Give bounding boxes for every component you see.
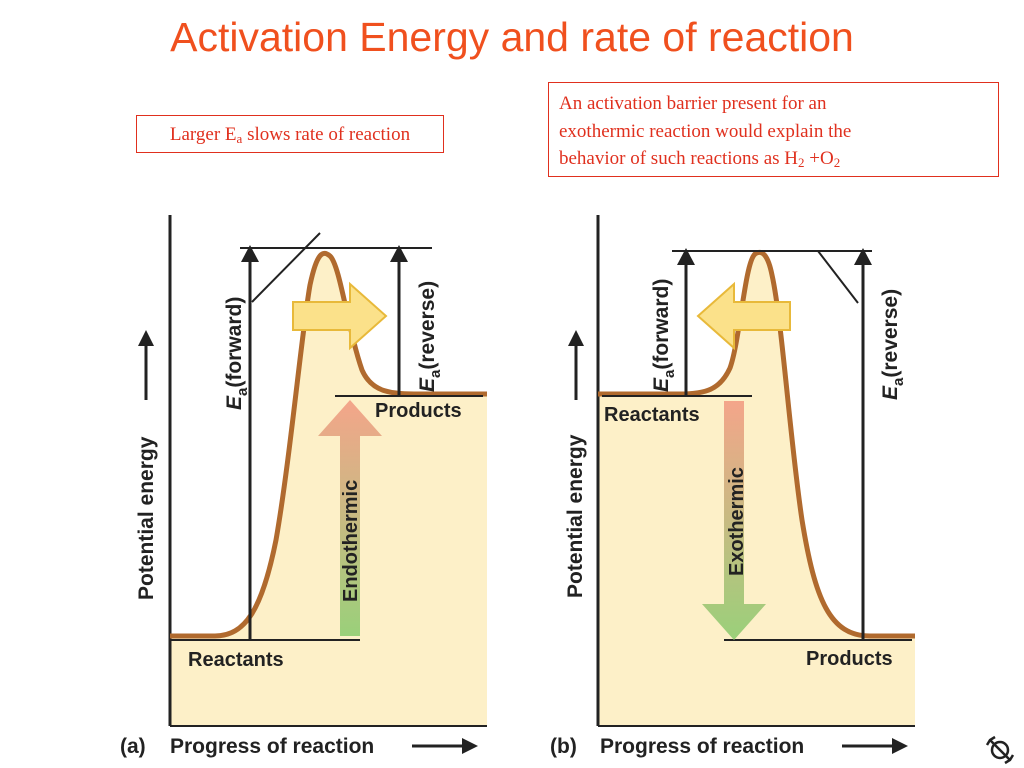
diagram-b: Exothermic Reactants Products Ea(forward… [550, 215, 915, 758]
energy-curve-b [598, 249, 915, 639]
svg-text:Ea(reverse): Ea(reverse) [416, 281, 444, 392]
note-line-3: behavior of such reactions as H2 +O2 [559, 148, 841, 170]
nav-icon [985, 735, 1015, 765]
reactants-label-a: Reactants [188, 649, 284, 671]
slide-nav-icon[interactable] [984, 734, 1016, 766]
svg-text:Ea(forward): Ea(forward) [650, 279, 678, 392]
y-axis-label-b: Potential energy [564, 434, 587, 598]
products-label-a: Products [375, 400, 462, 422]
endothermic-arrow [318, 400, 382, 636]
x-axis-label-b: Progress of reaction [600, 735, 804, 758]
panel-label-b: (b) [550, 735, 577, 758]
exothermic-arrow [702, 401, 766, 640]
reaction-direction-arrow-b [696, 281, 791, 351]
note-sub: a [236, 131, 243, 146]
note-suffix: slows rate of reaction [242, 124, 411, 145]
note-prefix: Larger E [169, 124, 237, 145]
page-title: Activation Energy and rate of reaction [170, 14, 854, 60]
note-line-2: exothermic reaction would explain the [559, 120, 852, 142]
panel-label-a: (a) [120, 735, 146, 758]
svg-text:Ea(forward): Ea(forward) [223, 297, 251, 410]
products-label-b: Products [806, 648, 893, 670]
exothermic-label: Exothermic [726, 467, 748, 576]
reactants-label-b: Reactants [604, 404, 700, 426]
reaction-direction-arrow-a [292, 281, 388, 351]
y-axis-label-a: Potential energy [135, 436, 158, 600]
diagram-a: Endothermic Reactants Products Ea(forwar… [120, 215, 487, 758]
x-axis-label-a: Progress of reaction [170, 735, 374, 758]
svg-text:Ea(reverse): Ea(reverse) [879, 289, 907, 400]
endothermic-label: Endothermic [340, 480, 362, 602]
activation-barrier-note: An activation barrier present for an exo… [548, 82, 999, 177]
energy-fill-b [598, 252, 915, 726]
energy-curve-a [170, 250, 487, 639]
larger-ea-note: Larger Ea slows rate of reaction [136, 115, 444, 153]
energy-fill-a [170, 253, 487, 726]
note-line-1: An activation barrier present for an [559, 93, 827, 114]
